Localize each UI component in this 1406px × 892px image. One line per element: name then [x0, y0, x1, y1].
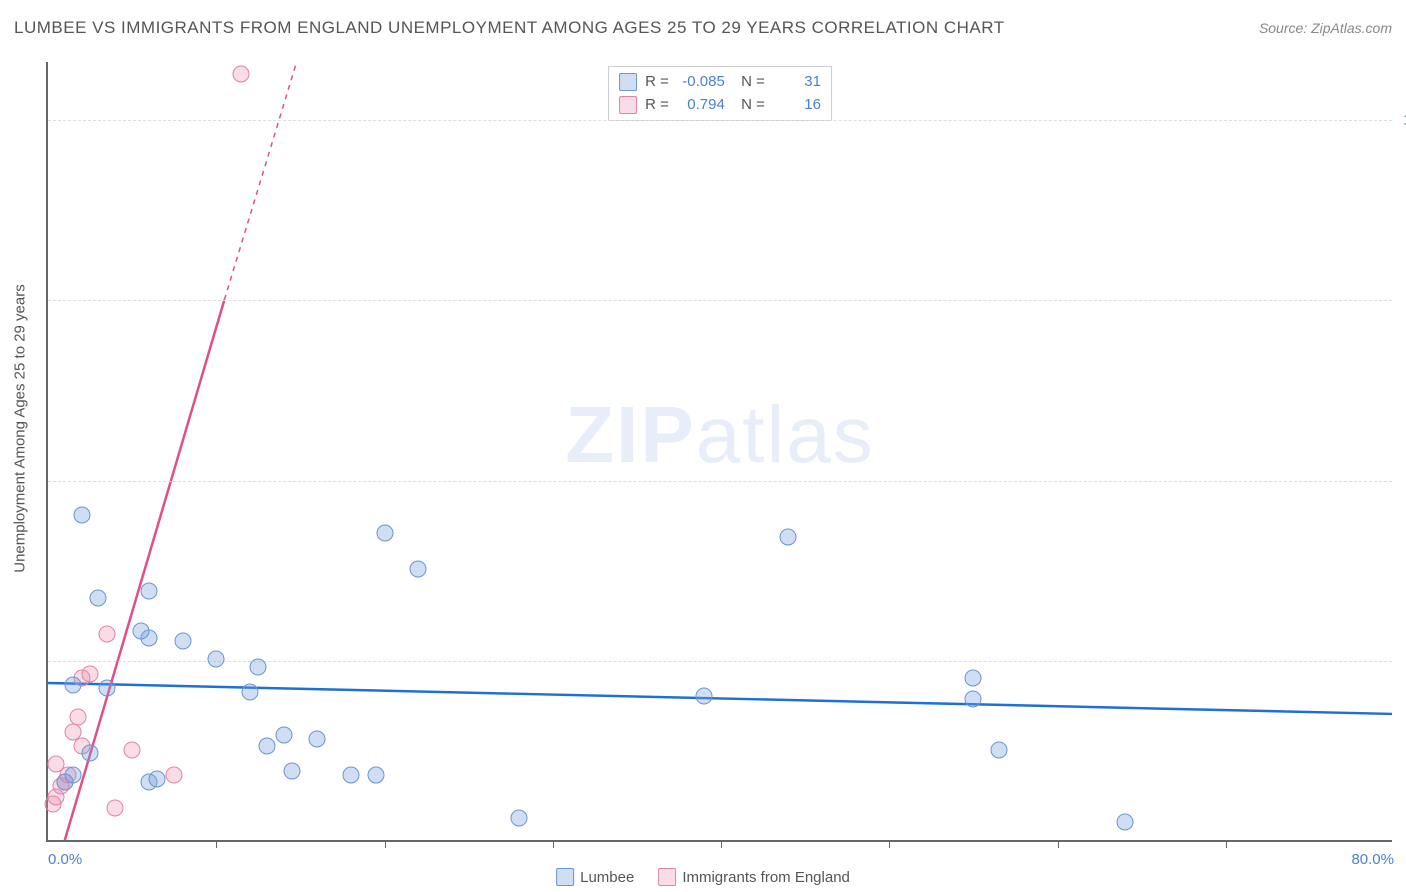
scatter-point-blue: [140, 582, 157, 599]
scatter-point-blue: [965, 669, 982, 686]
scatter-point-blue: [82, 745, 99, 762]
plot-area: ZIPatlas R = -0.085 N = 31 R = 0.794 N =…: [46, 62, 1392, 842]
scatter-point-pink: [98, 626, 115, 643]
source-label: Source: ZipAtlas.com: [1259, 20, 1392, 36]
scatter-point-blue: [309, 730, 326, 747]
scatter-point-blue: [241, 683, 258, 700]
scatter-point-blue: [208, 651, 225, 668]
xtick-mark: [216, 840, 217, 848]
gridline-h: [48, 481, 1392, 482]
xtick-label: 0.0%: [48, 851, 82, 868]
stats-row-pink: R = 0.794 N = 16: [619, 94, 821, 117]
stats-legend: R = -0.085 N = 31 R = 0.794 N = 16: [608, 66, 832, 121]
scatter-point-blue: [174, 633, 191, 650]
scatter-point-pink: [107, 799, 124, 816]
xtick-label: 80.0%: [1351, 851, 1394, 868]
legend-item-lumbee: Lumbee: [556, 868, 634, 886]
scatter-point-blue: [696, 687, 713, 704]
xtick-mark: [721, 840, 722, 848]
xtick-mark: [385, 840, 386, 848]
stats-r-value-blue: -0.085: [677, 71, 725, 94]
xtick-mark: [1226, 840, 1227, 848]
scatter-point-blue: [90, 590, 107, 607]
scatter-point-blue: [258, 738, 275, 755]
scatter-point-blue: [98, 680, 115, 697]
scatter-point-pink: [233, 66, 250, 83]
xtick-mark: [1058, 840, 1059, 848]
swatch-blue-icon: [556, 868, 574, 886]
scatter-point-blue: [965, 691, 982, 708]
gridline-h: [48, 120, 1392, 121]
scatter-point-blue: [1116, 813, 1133, 830]
chart-title: LUMBEE VS IMMIGRANTS FROM ENGLAND UNEMPL…: [14, 18, 1005, 38]
xtick-mark: [889, 840, 890, 848]
stats-row-blue: R = -0.085 N = 31: [619, 71, 821, 94]
stats-n-value-pink: 16: [773, 94, 821, 117]
watermark: ZIPatlas: [565, 389, 874, 481]
legend-label-lumbee: Lumbee: [580, 869, 634, 886]
bottom-legend: Lumbee Immigrants from England: [556, 868, 850, 886]
scatter-point-pink: [82, 665, 99, 682]
scatter-point-blue: [342, 767, 359, 784]
scatter-point-blue: [990, 741, 1007, 758]
watermark-bold: ZIP: [565, 390, 695, 479]
stats-n-label: N =: [733, 71, 765, 94]
scatter-point-blue: [511, 810, 528, 827]
scatter-point-blue: [65, 676, 82, 693]
scatter-point-blue: [250, 658, 267, 675]
scatter-point-pink: [70, 709, 87, 726]
trend-line: [224, 62, 296, 300]
scatter-point-pink: [166, 767, 183, 784]
scatter-point-blue: [410, 561, 427, 578]
watermark-light: atlas: [696, 390, 875, 479]
stats-n-value-blue: 31: [773, 71, 821, 94]
scatter-point-blue: [283, 763, 300, 780]
swatch-pink-icon: [658, 868, 676, 886]
legend-item-immigrants: Immigrants from England: [658, 868, 850, 886]
trend-lines-svg: [48, 62, 1392, 840]
legend-label-immigrants: Immigrants from England: [682, 869, 850, 886]
swatch-blue-icon: [619, 73, 637, 91]
scatter-point-blue: [376, 525, 393, 542]
stats-r-value-pink: 0.794: [677, 94, 725, 117]
gridline-h: [48, 300, 1392, 301]
stats-r-label: R =: [645, 71, 669, 94]
scatter-point-blue: [780, 528, 797, 545]
scatter-point-blue: [149, 770, 166, 787]
swatch-pink-icon: [619, 96, 637, 114]
scatter-point-blue: [275, 727, 292, 744]
scatter-point-pink: [45, 795, 62, 812]
scatter-point-blue: [73, 507, 90, 524]
y-axis-label: Unemployment Among Ages 25 to 29 years: [12, 179, 29, 679]
stats-n-label: N =: [733, 94, 765, 117]
chart-container: LUMBEE VS IMMIGRANTS FROM ENGLAND UNEMPL…: [0, 0, 1406, 892]
xtick-mark: [553, 840, 554, 848]
scatter-point-blue: [368, 767, 385, 784]
scatter-point-blue: [65, 767, 82, 784]
scatter-point-pink: [124, 741, 141, 758]
scatter-point-pink: [48, 756, 65, 773]
stats-r-label: R =: [645, 94, 669, 117]
scatter-point-blue: [132, 622, 149, 639]
